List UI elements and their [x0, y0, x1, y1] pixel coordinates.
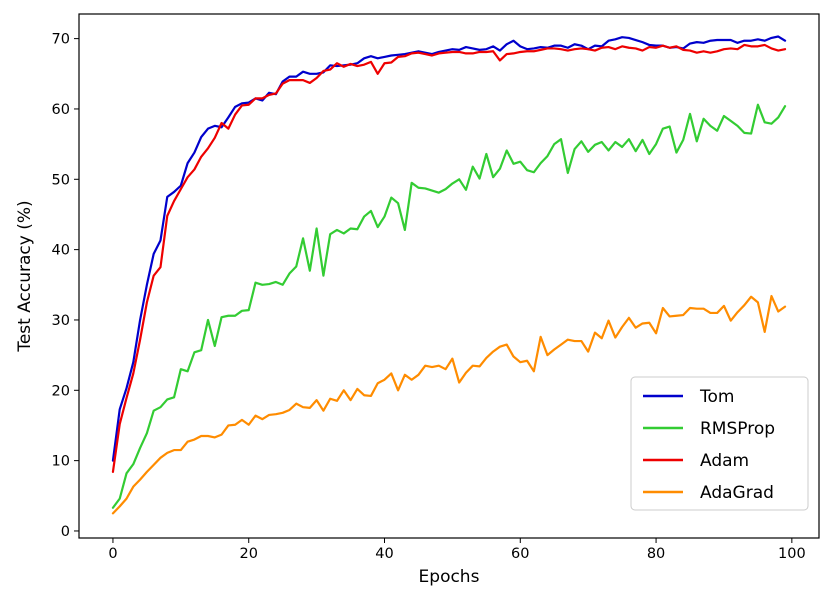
legend-label-tom: Tom [699, 387, 734, 407]
x-axis-ticks: 0 20 40 60 80 100 [108, 538, 806, 562]
x-tick-label: 60 [511, 546, 529, 562]
series-line-rmsprop [111, 103, 787, 509]
legend-box [630, 376, 809, 511]
legend-label-adam: Adam [700, 451, 749, 471]
legend-items: Tom RMSProp Adam AdaGrad [643, 387, 775, 503]
y-axis-label: Test Accuracy (%) [15, 200, 35, 352]
legend-label-adagrad: AdaGrad [700, 483, 774, 503]
y-tick-label: 10 [52, 454, 70, 470]
x-tick-label: 40 [375, 546, 393, 562]
y-tick-label: 40 [52, 243, 70, 259]
plot-frame [78, 13, 820, 539]
series-line-adam [111, 43, 787, 473]
series-layer [111, 35, 787, 515]
x-tick-label: 100 [778, 546, 806, 562]
y-tick-label: 60 [52, 102, 70, 118]
x-tick-label: 0 [108, 546, 117, 562]
y-tick-label: 20 [52, 383, 70, 399]
y-tick-label: 30 [52, 313, 70, 329]
series-line-adagrad [111, 294, 787, 515]
y-axis-ticks: 0 10 20 30 40 50 60 70 [52, 32, 79, 540]
y-tick-label: 50 [52, 172, 70, 188]
x-tick-label: 80 [647, 546, 665, 562]
y-tick-label: 70 [52, 32, 70, 48]
legend: Tom RMSProp Adam AdaGrad [630, 376, 809, 511]
x-axis-label: Epochs [419, 567, 480, 587]
x-tick-label: 20 [239, 546, 257, 562]
legend-label-rmsprop: RMSProp [700, 419, 775, 439]
y-tick-label: 0 [61, 524, 70, 540]
